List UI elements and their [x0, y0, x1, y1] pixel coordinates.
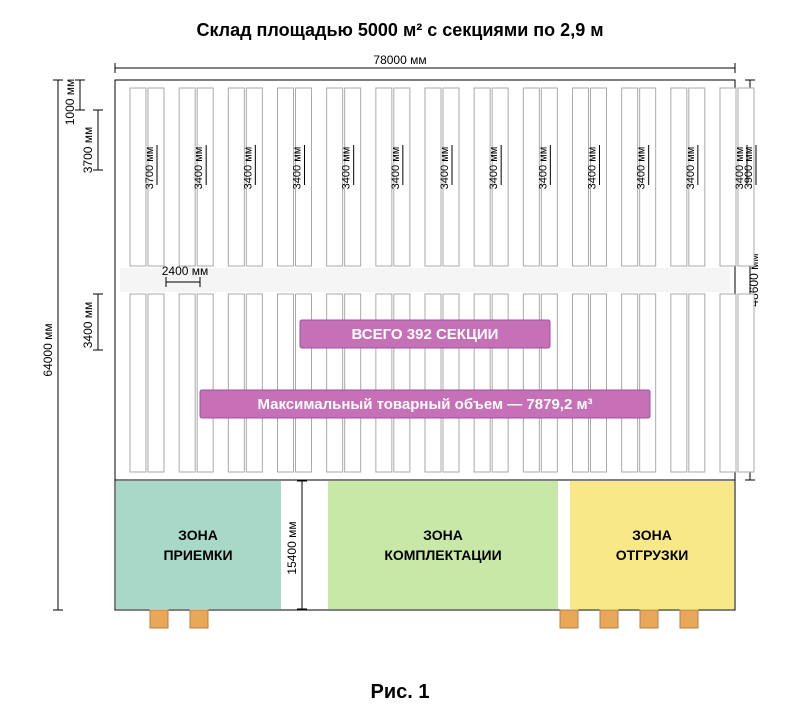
- rack: [591, 294, 607, 472]
- zone-shipping: ЗОНА ОТГРУЗКИ: [570, 481, 734, 609]
- svg-text:ОТГРУЗКИ: ОТГРУЗКИ: [616, 547, 689, 563]
- svg-text:3400 мм: 3400 мм: [81, 302, 95, 349]
- svg-text:2400 мм: 2400 мм: [162, 264, 209, 278]
- dim-top-width: 78000 мм: [115, 53, 735, 73]
- aisle-dim-label: 3400 мм: [537, 147, 549, 190]
- zone-receiving: ЗОНА ПРИЕМКИ: [116, 481, 281, 609]
- rack: [671, 294, 687, 472]
- dock-door: [600, 610, 618, 628]
- svg-text:Максимальный товарный объем —: Максимальный товарный объем — 7879,2 м³: [257, 396, 592, 413]
- dock-door: [190, 610, 208, 628]
- rack: [278, 294, 294, 472]
- rack-area: [120, 268, 730, 292]
- dock-door: [680, 610, 698, 628]
- rack: [197, 294, 213, 472]
- svg-text:ПРИЕМКИ: ПРИЕМКИ: [163, 547, 232, 563]
- dim-top-margin: 1000 мм: [63, 79, 85, 126]
- warehouse-diagram: 78000 мм 64000 мм 1000 мм 48600 мм 3700 …: [40, 50, 760, 640]
- aisle-dim-label: 3700 мм: [144, 147, 156, 190]
- dock-door: [640, 610, 658, 628]
- rack: [689, 294, 705, 472]
- rack: [148, 294, 164, 472]
- badge-sections: ВСЕГО 392 СЕКЦИИ: [300, 320, 550, 348]
- aisle-dim-label: 3400 мм: [193, 147, 205, 190]
- badge-volume: Максимальный товарный объем — 7879,2 м³: [200, 390, 650, 418]
- rack: [179, 294, 195, 472]
- aisle-dim-label: 3400 мм: [488, 147, 500, 190]
- svg-text:3700 мм: 3700 мм: [81, 127, 95, 174]
- rack: [738, 294, 754, 472]
- aisle-dim-label: 3900 мм: [743, 147, 755, 190]
- svg-text:15400 мм: 15400 мм: [285, 521, 299, 574]
- aisle-dim-label: 3400 мм: [242, 147, 254, 190]
- dock-doors: [150, 610, 698, 628]
- svg-text:ЗОНА: ЗОНА: [178, 527, 218, 543]
- figure-label: Рис. 1: [0, 681, 800, 704]
- rack: [228, 294, 244, 472]
- svg-text:ЗОНА: ЗОНА: [632, 527, 672, 543]
- svg-text:78000 мм: 78000 мм: [373, 53, 426, 67]
- aisle-dim-label: 3400 мм: [587, 147, 599, 190]
- aisle-dim-label: 3400 мм: [685, 147, 697, 190]
- rack: [246, 294, 262, 472]
- svg-text:КОМПЛЕКТАЦИИ: КОМПЛЕКТАЦИИ: [384, 547, 501, 563]
- svg-text:1000 мм: 1000 мм: [63, 79, 77, 126]
- dim-rack-upper: 3700 мм: [81, 110, 103, 173]
- svg-text:ВСЕГО 392 СЕКЦИИ: ВСЕГО 392 СЕКЦИИ: [352, 326, 499, 343]
- dim-left-height: 64000 мм: [41, 80, 63, 610]
- rack: [720, 294, 736, 472]
- aisle-dim-label: 3400 мм: [341, 147, 353, 190]
- dim-zone-height: 15400 мм: [285, 481, 307, 609]
- svg-text:ЗОНА: ЗОНА: [423, 527, 463, 543]
- aisle-dim-label: 3400 мм: [292, 147, 304, 190]
- zone-picking: ЗОНА КОМПЛЕКТАЦИИ: [328, 481, 558, 609]
- rack: [640, 294, 656, 472]
- aisle-dim-label: 3400 мм: [636, 147, 648, 190]
- svg-text:64000 мм: 64000 мм: [41, 323, 55, 376]
- rack: [622, 294, 638, 472]
- dock-door: [560, 610, 578, 628]
- diagram-title: Склад площадью 5000 м² с секциями по 2,9…: [0, 20, 800, 41]
- aisle-dim-label: 3400 мм: [439, 147, 451, 190]
- dim-rack-lower: 3400 мм: [81, 294, 103, 350]
- rack: [573, 294, 589, 472]
- aisle-dim-label: 3400 мм: [390, 147, 402, 190]
- dock-door: [150, 610, 168, 628]
- rack: [130, 294, 146, 472]
